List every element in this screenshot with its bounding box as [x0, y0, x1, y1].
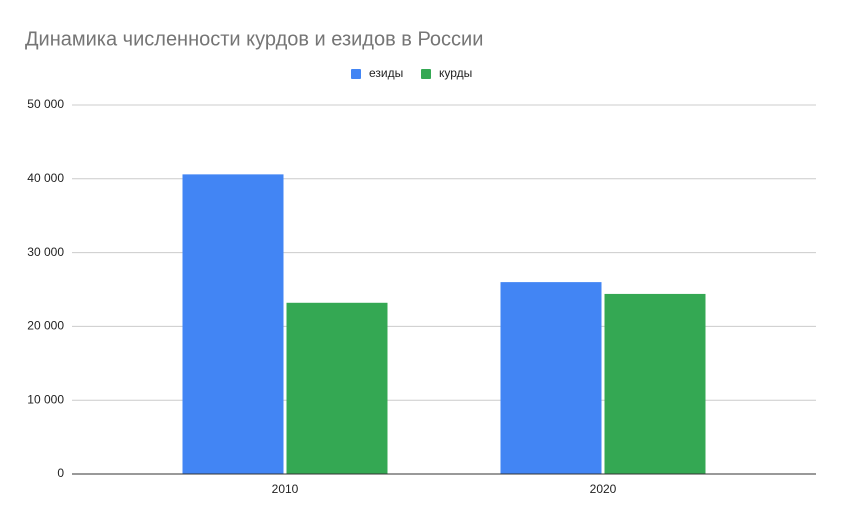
y-tick-label: 20 000	[27, 319, 64, 333]
bar	[286, 302, 388, 474]
legend-swatch	[421, 69, 431, 79]
bar	[182, 174, 284, 474]
y-tick-label: 0	[57, 466, 64, 480]
legend-swatch	[351, 69, 361, 79]
chart-title: Динамика численности курдов и езидов в Р…	[25, 28, 483, 50]
y-tick-label: 50 000	[27, 97, 64, 111]
bar	[604, 293, 706, 474]
bar	[500, 282, 602, 474]
legend-label: езиды	[369, 66, 403, 80]
y-tick-label: 30 000	[27, 245, 64, 259]
x-tick-label: 2020	[590, 482, 617, 496]
y-tick-label: 40 000	[27, 171, 64, 185]
y-tick-label: 10 000	[27, 392, 64, 406]
x-tick-label: 2010	[272, 482, 299, 496]
legend-label: курды	[439, 66, 472, 80]
